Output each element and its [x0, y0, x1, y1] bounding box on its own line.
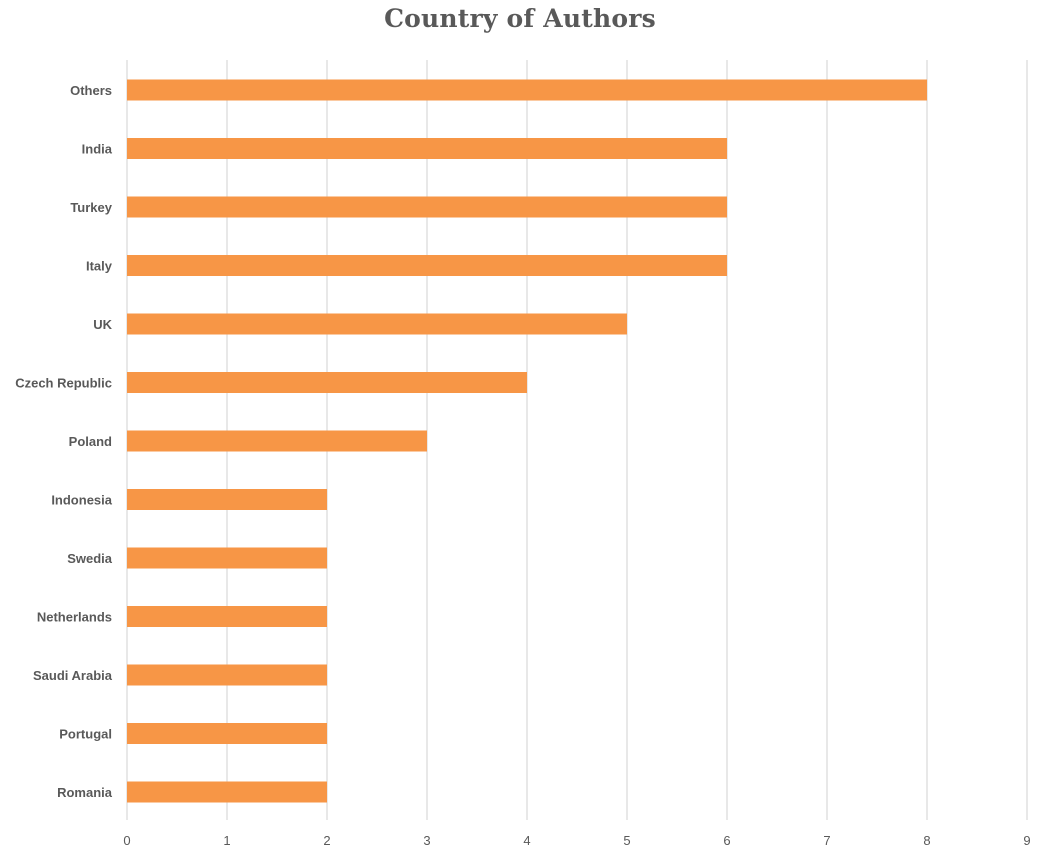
category-label: Italy [86, 259, 113, 274]
bar [127, 489, 327, 510]
bar [127, 723, 327, 744]
x-tick-label: 3 [423, 833, 430, 848]
x-tick-label: 4 [523, 833, 530, 848]
x-tick-label: 5 [623, 833, 630, 848]
category-label: Saudi Arabia [33, 668, 113, 683]
x-tick-label: 0 [123, 833, 130, 848]
category-label: Czech Republic [15, 376, 112, 391]
bar [127, 430, 427, 452]
bar [127, 196, 727, 218]
x-tick-label: 6 [723, 833, 730, 848]
category-label: Indonesia [51, 493, 112, 508]
bar [127, 547, 327, 569]
category-label: Netherlands [37, 610, 112, 625]
bar [127, 255, 727, 276]
x-axis-ticks: 0 1 2 3 4 5 6 7 8 9 [123, 833, 1030, 848]
category-label: India [82, 142, 113, 157]
category-labels: Others India Turkey Italy UK Czech Republic Po… [15, 83, 113, 800]
bar [127, 138, 727, 159]
category-label: Others [70, 83, 112, 98]
x-tick-label: 1 [223, 833, 230, 848]
bar [127, 781, 327, 803]
x-tick-label: 8 [923, 833, 930, 848]
category-label: Portugal [59, 727, 112, 742]
bar [127, 372, 527, 393]
category-label: UK [93, 317, 112, 332]
chart-title: Country of Authors [384, 4, 656, 33]
bar [127, 606, 327, 627]
category-label: Swedia [67, 551, 113, 566]
bar [127, 664, 327, 686]
x-tick-label: 7 [823, 833, 830, 848]
bars [127, 79, 927, 803]
x-tick-label: 2 [323, 833, 330, 848]
category-label: Poland [69, 434, 112, 449]
x-tick-label: 9 [1023, 833, 1030, 848]
category-label: Romania [57, 785, 113, 800]
bar [127, 79, 927, 101]
bar [127, 313, 627, 335]
category-label: Turkey [70, 200, 112, 215]
